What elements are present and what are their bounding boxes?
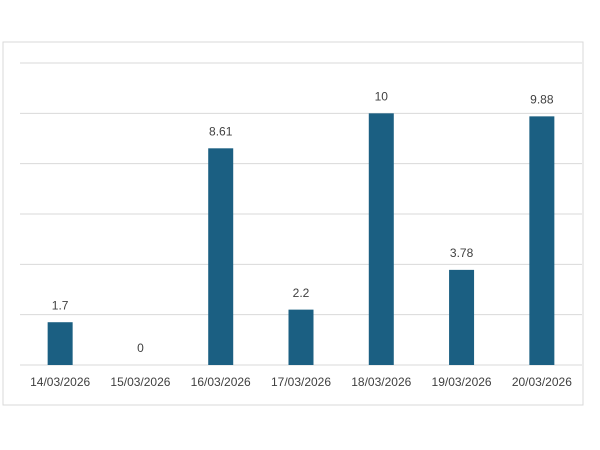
data-label: 10	[375, 90, 389, 104]
data-label: 2.2	[293, 286, 310, 300]
bar	[449, 269, 475, 365]
bar	[47, 322, 73, 365]
x-tick-label: 15/03/2026	[110, 375, 170, 389]
data-label: 8.61	[209, 124, 233, 138]
x-tick-label: 20/03/2026	[512, 375, 572, 389]
bar	[529, 116, 555, 365]
x-tick-label: 19/03/2026	[432, 375, 492, 389]
x-tick-label: 14/03/2026	[30, 375, 90, 389]
x-tick-label: 17/03/2026	[271, 375, 331, 389]
data-label: 9.88	[530, 93, 554, 107]
bar	[368, 113, 394, 365]
bar	[288, 309, 314, 365]
x-tick-label: 16/03/2026	[191, 375, 251, 389]
x-tick-label: 18/03/2026	[351, 375, 411, 389]
data-label: 3.78	[450, 246, 474, 260]
data-label: 0	[137, 341, 144, 355]
data-label: 1.7	[52, 298, 69, 312]
bar	[208, 148, 234, 365]
